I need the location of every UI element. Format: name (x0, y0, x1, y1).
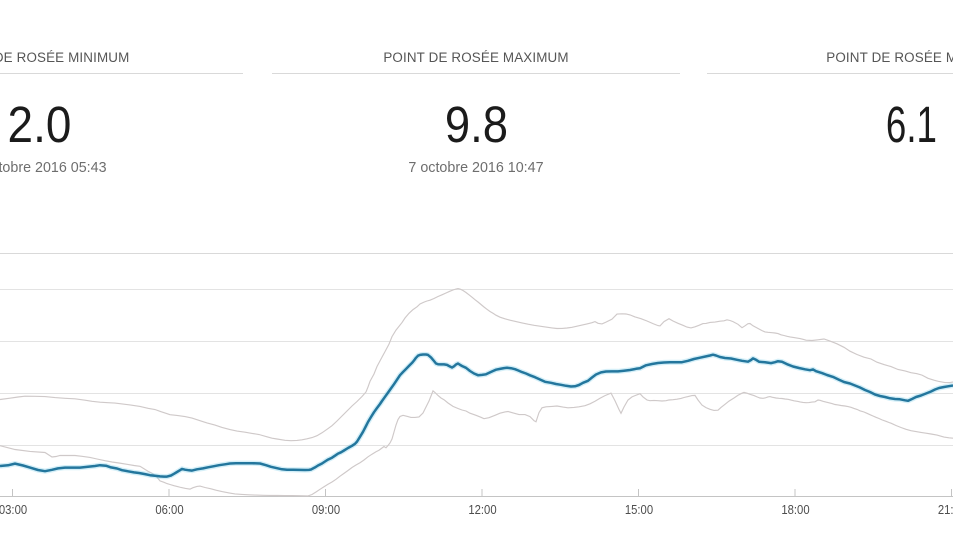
svg-text:21:00: 21:00 (938, 502, 953, 517)
svg-text:15:00: 15:00 (625, 502, 653, 517)
svg-text:12:00: 12:00 (468, 502, 496, 517)
svg-text:09:00: 09:00 (312, 502, 340, 517)
svg-text:18:00: 18:00 (781, 502, 809, 517)
svg-text:06:00: 06:00 (155, 502, 183, 517)
svg-text:03:00: 03:00 (0, 502, 27, 517)
